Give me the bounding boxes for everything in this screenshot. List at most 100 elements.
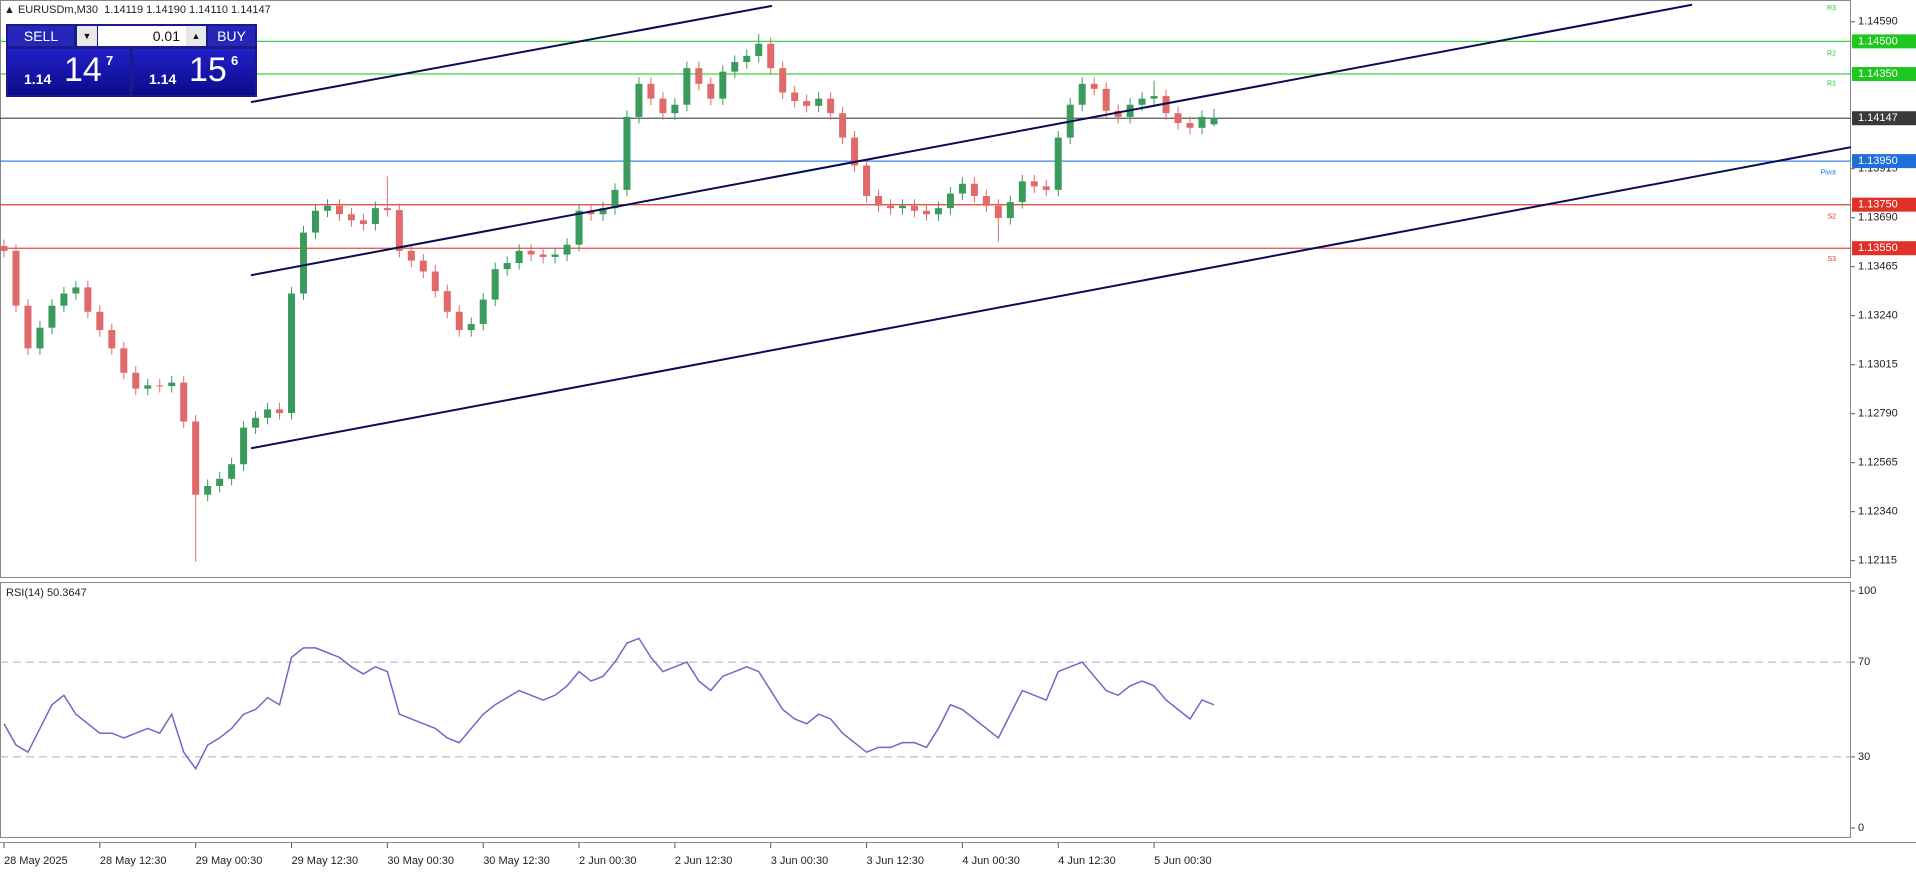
candle-body [276, 409, 284, 414]
candle-body [743, 55, 751, 63]
candle-body [419, 260, 427, 272]
y-tick-label: 1.13240 [1858, 310, 1898, 322]
ask-quote[interactable]: 1.14 15 6 [133, 49, 255, 95]
level-label: 1.14500 [1858, 35, 1898, 47]
x-tick-label: 28 May 12:30 [100, 855, 167, 867]
y-tick-label: 0 [1858, 822, 1864, 834]
candle-body [994, 205, 1002, 218]
y-tick-label: 100 [1858, 585, 1876, 597]
pivot-label: R3 [1827, 5, 1836, 12]
rsi-frame [0, 582, 1851, 838]
level-label-box [1852, 197, 1916, 212]
candle-body [527, 250, 535, 255]
y-tick-label: 1.12115 [1858, 555, 1897, 567]
level-label: 1.13550 [1858, 242, 1898, 254]
main-frame [0, 0, 1851, 578]
candle-body [96, 311, 104, 331]
ohlc-low: 1.14110 [189, 4, 228, 16]
candle-body [323, 205, 331, 211]
pivot-label: S3 [1827, 256, 1836, 263]
volume-down[interactable]: ▼ [77, 26, 97, 46]
ohlc-close: 1.14147 [231, 4, 271, 16]
candle-body [587, 210, 595, 215]
buy-button[interactable]: BUY [208, 26, 255, 46]
indicator-title: RSI(14) 50.3647 [6, 587, 87, 599]
x-tick-label: 2 Jun 00:30 [579, 855, 637, 867]
x-tick-label: 29 May 12:30 [292, 855, 359, 867]
candle-body [72, 287, 80, 294]
level-label: 1.14350 [1858, 68, 1898, 80]
x-tick-label: 3 Jun 00:30 [771, 855, 829, 867]
trend-line [250, 3, 1693, 277]
candle-body [1054, 137, 1062, 190]
candle-body [36, 327, 44, 349]
candle-body [1078, 83, 1086, 105]
candle-body [1174, 113, 1182, 124]
x-tick-label: 29 May 00:30 [196, 855, 263, 867]
candle-body [623, 116, 631, 190]
y-tick-label: 1.14590 [1858, 16, 1898, 28]
y-tick-label: 1.13465 [1858, 261, 1898, 273]
x-tick-label: 30 May 00:30 [387, 855, 454, 867]
candle-body [899, 205, 906, 209]
candle-body [731, 62, 739, 72]
candle-body [383, 208, 391, 211]
candle-body [1162, 96, 1170, 114]
candle-body [1006, 202, 1014, 218]
candle-body [863, 165, 871, 196]
candle-body [455, 311, 463, 331]
candle-body [671, 104, 679, 114]
candle-body [1138, 98, 1146, 105]
candle-body [311, 210, 319, 233]
candle-body [84, 287, 92, 312]
candle-body [791, 92, 799, 102]
candle-body [707, 83, 715, 99]
ohlc-high: 1.14190 [146, 4, 186, 16]
candle-body [347, 214, 355, 221]
candle-body [875, 195, 883, 206]
candle-body [815, 98, 823, 106]
ask-big: 1.14 [149, 71, 177, 87]
candle-body [443, 291, 451, 312]
bid-big: 1.14 [24, 71, 52, 87]
candle-body [683, 68, 691, 105]
pivot-label: S2 [1827, 214, 1836, 221]
candle-body [1018, 181, 1026, 203]
candle-body [371, 208, 379, 225]
bid-quote[interactable]: 1.14 14 7 [8, 49, 130, 95]
rsi-plot: RSI(14) 50.3647 [0, 587, 1851, 771]
candle-body [204, 485, 212, 495]
candle-body [228, 464, 236, 479]
candle-body [48, 305, 56, 328]
candle-body [1102, 88, 1110, 111]
candle-body [563, 244, 571, 255]
volume-up[interactable]: ▲ [186, 26, 206, 46]
sell-button[interactable]: SELL [8, 26, 74, 46]
candle-body [1210, 118, 1218, 125]
y-tick-label: 1.12790 [1858, 408, 1898, 420]
candle-body [479, 299, 487, 324]
candle-body [491, 269, 499, 300]
candle-body [503, 263, 511, 270]
candle-body [719, 71, 727, 99]
y-tick-label: 1.12340 [1858, 506, 1898, 518]
candle-body [1090, 83, 1098, 89]
pivot-label: Pivot [1820, 170, 1836, 177]
level-label: 1.14147 [1858, 112, 1898, 124]
candle-body [431, 271, 439, 292]
candle-body [910, 205, 918, 211]
x-tick-label: 30 May 12:30 [483, 855, 550, 867]
candle-body [958, 183, 966, 194]
header-icon: ▲ [4, 4, 15, 16]
candle-body [779, 68, 787, 93]
x-tick-label: 3 Jun 12:30 [867, 855, 925, 867]
candle-body [240, 427, 248, 465]
volume-input[interactable]: 0.01 [98, 26, 186, 46]
candle-body [659, 98, 667, 114]
trend-line [250, 4, 773, 104]
candle-body [803, 101, 811, 106]
candle-body [1114, 110, 1122, 117]
candle-body [156, 385, 164, 387]
candle-body [599, 208, 607, 215]
